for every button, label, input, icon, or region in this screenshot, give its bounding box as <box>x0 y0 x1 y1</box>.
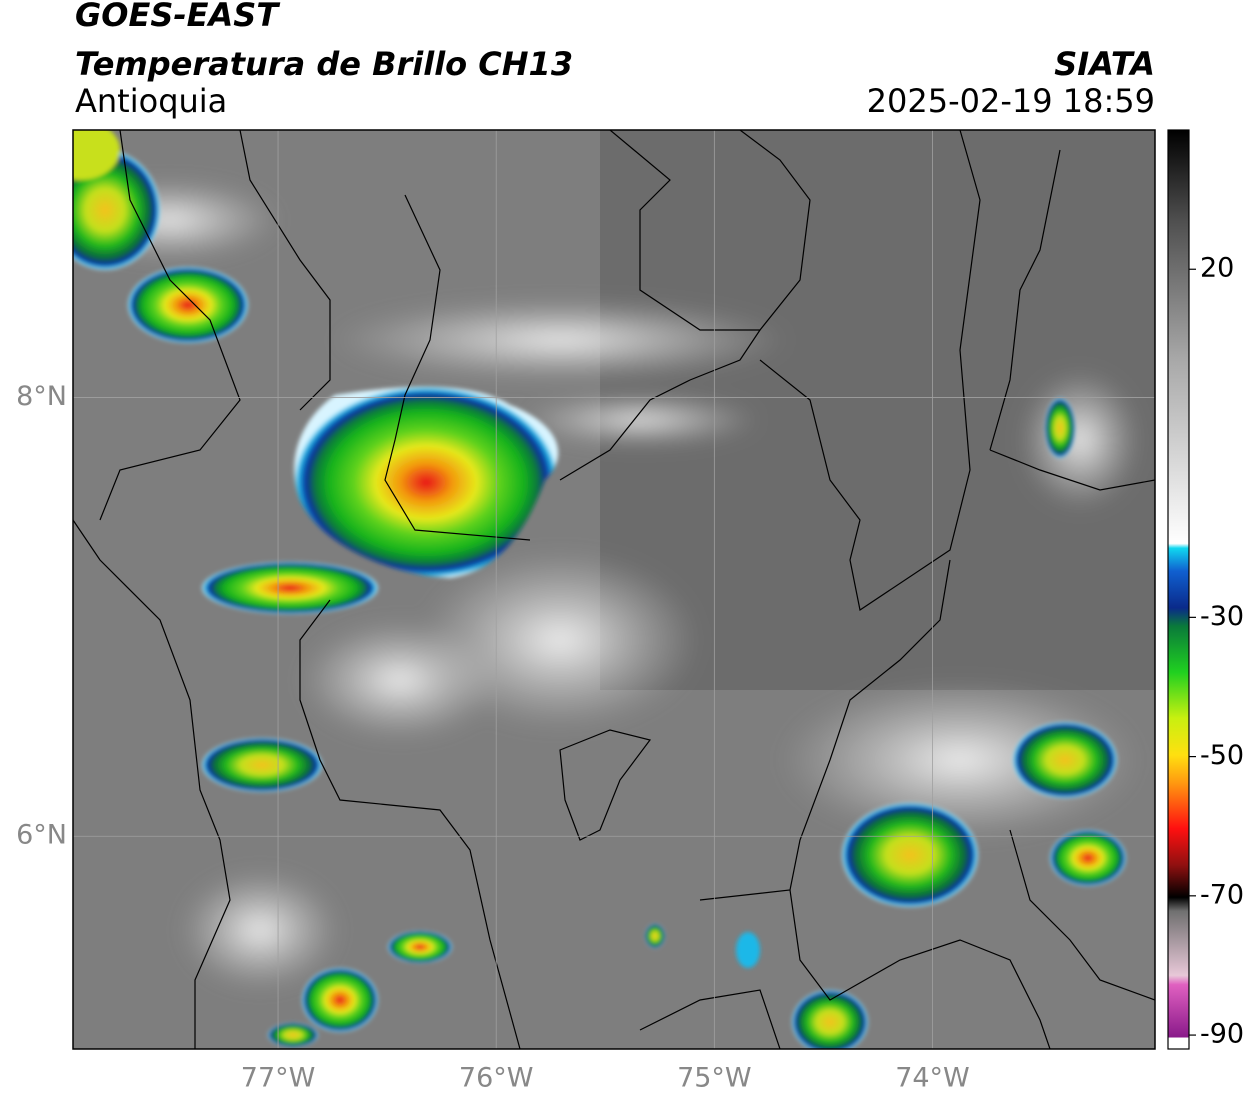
map-image <box>73 130 1155 1049</box>
source: SIATA <box>1054 45 1155 83</box>
map-frame <box>72 129 1156 1050</box>
colorbar-tick-label: -90 <box>1200 1019 1244 1050</box>
x-tick-label: 76°W <box>459 1063 534 1094</box>
region: Antioquia <box>75 82 227 120</box>
colorbar-tick-label: 20 <box>1200 253 1234 284</box>
y-tick-label: 6°N <box>16 820 67 851</box>
colorbar-tick-label: -70 <box>1200 879 1244 910</box>
x-tick-label: 75°W <box>677 1063 752 1094</box>
datetime: 2025-02-19 18:59 <box>867 82 1155 120</box>
x-tick-label: 77°W <box>241 1063 316 1094</box>
colorbar-tick-label: -50 <box>1200 740 1244 771</box>
colorbar <box>1167 129 1190 1050</box>
x-tick-label: 74°W <box>895 1063 970 1094</box>
subtitle: Temperatura de Brillo CH13 <box>75 45 573 83</box>
colorbar-tick-label: -30 <box>1200 601 1244 632</box>
title: GOES-EAST <box>75 0 280 34</box>
y-tick-label: 8°N <box>16 381 67 412</box>
